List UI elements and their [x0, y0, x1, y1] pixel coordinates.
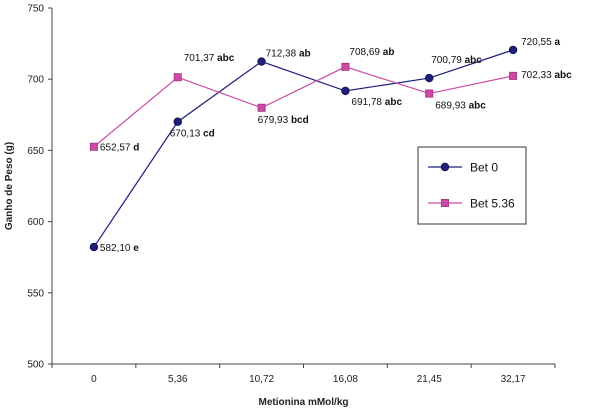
- data-label: 679,93 bcd: [258, 115, 309, 126]
- data-point: [257, 57, 266, 66]
- data-label-group: e: [133, 243, 139, 254]
- data-label-group: d: [133, 143, 139, 154]
- data-label-value: 720,55: [521, 37, 554, 48]
- data-label-group: a: [554, 37, 560, 48]
- data-point: [508, 45, 518, 55]
- y-tick-label: 500: [27, 360, 44, 371]
- data-label: 708,69 ab: [349, 47, 394, 58]
- data-label: 670,13 cd: [170, 129, 215, 140]
- y-tick-label: 750: [27, 4, 44, 15]
- data-label-value: 701,37: [184, 53, 217, 64]
- data-point: [425, 89, 434, 98]
- x-axis-title: Metionina mMol/kg: [259, 397, 349, 408]
- data-label: 701,37 abc: [184, 53, 235, 64]
- data-label-value: 702,33: [521, 70, 554, 81]
- series-line: [93, 66, 514, 148]
- data-point: [341, 86, 350, 96]
- y-tick-label: 600: [27, 217, 44, 228]
- data-label: 712,38 ab: [266, 49, 311, 60]
- data-point: [173, 73, 182, 82]
- y-tick-label: 650: [27, 146, 44, 157]
- y-tick-label: 700: [27, 75, 44, 86]
- data-label: 702,33 abc: [521, 70, 572, 81]
- data-label-value: 679,93: [258, 115, 291, 126]
- y-tick-label: 550: [27, 288, 44, 299]
- data-label-group: abc: [385, 97, 403, 108]
- legend-label: Bet 0: [470, 161, 498, 175]
- data-label-group: bcd: [291, 115, 309, 126]
- series-line: [93, 49, 514, 248]
- data-label-value: 700,79: [431, 55, 464, 66]
- y-axis-title: Ganho de Peso (g): [4, 142, 15, 230]
- data-label-value: 712,38: [266, 49, 299, 60]
- data-label-value: 652,57: [100, 143, 133, 154]
- data-label-group: ab: [383, 47, 395, 58]
- data-label: 652,57 d: [100, 143, 139, 154]
- series-bet-5-36: 652,57 d 701,37 abc 679,93 bcd 708,69 ab 689…: [89, 47, 572, 154]
- data-label-group: cd: [203, 129, 215, 140]
- data-point: [89, 242, 99, 252]
- legend-marker: [440, 198, 449, 207]
- data-label-group: abc: [469, 101, 487, 112]
- data-label-value: 582,10: [100, 243, 133, 254]
- data-label-group: abc: [465, 55, 483, 66]
- x-tick-label: 10,72: [249, 374, 274, 385]
- legend-label: Bet 5.36: [470, 197, 515, 211]
- x-tick-label: 21,45: [417, 374, 442, 385]
- data-label-group: abc: [554, 70, 572, 81]
- data-label-value: 708,69: [349, 47, 382, 58]
- legend: Bet 0 Bet 5.36: [417, 146, 527, 225]
- data-point: [425, 73, 434, 83]
- data-point: [509, 71, 518, 80]
- data-label-value: 670,13: [170, 129, 203, 140]
- data-point: [341, 62, 350, 71]
- x-tick-label: 16,08: [333, 374, 358, 385]
- data-label-value: 689,93: [435, 101, 468, 112]
- x-axis-ticks: 0 5,36 10,72 16,08 21,45 32,17: [51, 364, 556, 385]
- x-tick-label: 5,36: [168, 374, 188, 385]
- data-label: 700,79 abc: [431, 55, 482, 66]
- data-label: 582,10 e: [100, 243, 139, 254]
- data-label: 691,78 abc: [351, 97, 402, 108]
- data-label: 720,55 a: [521, 37, 560, 48]
- data-point: [257, 103, 266, 112]
- data-label-group: ab: [299, 49, 311, 60]
- y-axis-ticks: 500 550 600 650 700 750: [27, 4, 52, 371]
- x-tick-label: 32,17: [501, 374, 526, 385]
- data-point: [173, 117, 182, 126]
- legend-box: [417, 146, 527, 225]
- x-tick-label: 0: [91, 374, 97, 385]
- data-label-group: abc: [217, 53, 235, 64]
- data-point: [89, 142, 98, 151]
- data-label-value: 691,78: [351, 97, 384, 108]
- legend-marker: [440, 162, 450, 172]
- data-label: 689,93 abc: [435, 101, 486, 112]
